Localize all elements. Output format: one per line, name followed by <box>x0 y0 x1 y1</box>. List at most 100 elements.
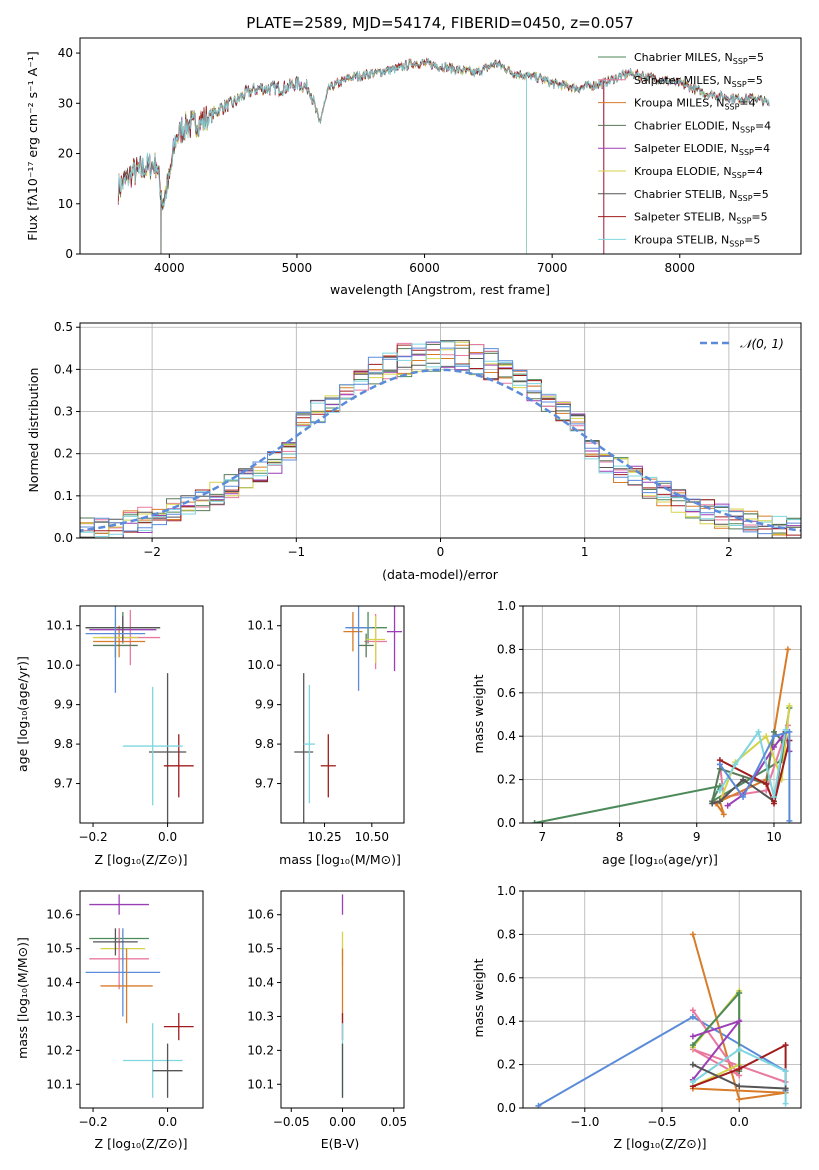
grid-lines <box>523 890 801 1109</box>
y-tick-label: 10.6 <box>46 908 73 922</box>
errorbar-point <box>89 928 149 990</box>
x-tick-label: 0.0 <box>158 1115 177 1129</box>
y-tick-label: 1.0 <box>497 884 516 898</box>
spectrum-series-line <box>117 57 770 254</box>
y-tick-label: 1.0 <box>497 599 516 613</box>
y-tick-label: 10.1 <box>46 619 73 633</box>
wAge-ylabel: mass weight <box>471 674 486 753</box>
errorbar-point <box>85 606 146 693</box>
plot-area <box>535 931 789 1108</box>
legend-label: Kroupa STELIB, NSSP=5 <box>634 233 760 248</box>
plot-area <box>294 606 403 823</box>
weight-series <box>689 1061 789 1092</box>
y-tick-label: 10.1 <box>247 1077 274 1091</box>
plot-area <box>85 894 194 1098</box>
errorbar-point <box>386 606 403 672</box>
weight-marker <box>736 1018 743 1025</box>
y-tick-label: 10.3 <box>247 1009 274 1023</box>
mZ-ylabel: mass [log₁₀(M/M⊙)] <box>15 937 30 1059</box>
x-tick-label: 0.0 <box>730 1115 749 1129</box>
weight-series <box>689 1042 789 1092</box>
spectrum-series-line <box>117 58 770 254</box>
histogram-legend: 𝒩(0, 1) <box>700 337 784 351</box>
x-tick-label: 1 <box>581 545 589 559</box>
axes-frame <box>79 890 204 1109</box>
ageZ-ylabel: age [log₁₀(age/yr)] <box>15 656 30 772</box>
y-tick-label: 0.2 <box>54 447 73 461</box>
y-tick-label: 10.5 <box>46 942 73 956</box>
weight-vs-age-panel: age [log₁₀(age/yr)] mass weight 7 8 9 10 0.0… <box>471 599 802 867</box>
legend-label: Chabrier MILES, NSSP=5 <box>634 51 764 66</box>
weight-marker <box>755 728 762 735</box>
weight-marker <box>732 761 739 768</box>
weight-series-line <box>692 990 741 1072</box>
axes-frame <box>280 605 405 824</box>
axes-frame <box>280 890 405 1109</box>
wZ-xlabel: Z [log₁₀(Z/Z⊙)] <box>614 1136 707 1151</box>
x-tick-label: −0.5 <box>647 1115 676 1129</box>
weight-marker <box>782 1068 789 1075</box>
y-tick-label: 9.9 <box>255 698 274 712</box>
weight-marker <box>720 811 727 818</box>
legend-label: Kroupa MILES, NSSP=4 <box>634 97 756 112</box>
errorbar-point <box>163 1013 194 1041</box>
errorbar-point <box>93 625 146 658</box>
weight-series <box>716 726 789 800</box>
spectrum-title: PLATE=2589, MJD=54174, FIBERID=0450, z=0… <box>246 14 633 32</box>
x-tick-label: 8 <box>616 830 624 844</box>
x-tick-label: −2 <box>143 545 161 559</box>
spectrum-series-line <box>117 58 770 254</box>
mass-vs-metallicity-panel: Z [log₁₀(Z/Z⊙)] mass [log₁₀(M/M⊙)] −0.2 0… <box>15 890 204 1151</box>
histogram-step-line <box>80 340 801 538</box>
y-tick-label: 10.1 <box>46 1077 73 1091</box>
weight-marker <box>782 1100 789 1107</box>
y-tick-label: 0.4 <box>497 1014 516 1028</box>
y-tick-label: 10.4 <box>247 976 274 990</box>
y-tick-label: 0.0 <box>54 531 73 545</box>
weight-marker <box>770 793 777 800</box>
weight-series <box>531 704 793 823</box>
weight-marker <box>724 802 731 809</box>
x-tick-label: 10 <box>766 830 781 844</box>
weight-marker <box>782 1042 789 1049</box>
weight-marker <box>716 761 723 768</box>
weight-marker <box>709 800 716 807</box>
weight-marker <box>786 728 793 735</box>
y-tick-label: 10.2 <box>247 1043 274 1057</box>
x-tick-label: 0.00 <box>329 1115 356 1129</box>
y-tick-label: 30 <box>58 96 73 110</box>
axes-frame <box>522 890 802 1109</box>
x-tick-label: 10.25 <box>307 830 341 844</box>
weight-series-line <box>534 707 791 823</box>
y-tick-label: 0.8 <box>497 927 516 941</box>
errorbar-point <box>358 633 374 658</box>
residual-ylabel: Normed distribution <box>26 368 41 493</box>
weight-marker <box>740 793 747 800</box>
legend-label: Salpeter ELODIE, NSSP=4 <box>634 142 770 157</box>
weight-series-line <box>692 1043 787 1089</box>
y-tick-label: 10.0 <box>46 658 73 672</box>
spectrum-ylabel: Flux [fλ10⁻¹⁷ erg cm⁻² s⁻¹ A⁻¹] <box>25 51 40 240</box>
y-tick-label: 0.2 <box>497 773 516 787</box>
y-tick-label: 9.8 <box>54 737 73 751</box>
plot-area <box>85 606 194 823</box>
weight-marker <box>782 726 789 733</box>
axes-frame <box>522 605 802 824</box>
mZ-xlabel: Z [log₁₀(Z/Z⊙)] <box>95 1136 188 1151</box>
errorbar-point <box>85 928 161 1017</box>
y-tick-label: 10.6 <box>247 908 274 922</box>
errorbar-point <box>366 615 386 664</box>
wAge-xlabel: age [log₁₀(age/yr)] <box>602 852 718 867</box>
legend-label: Kroupa ELODIE, NSSP=4 <box>634 165 763 180</box>
residual-histogram-panel: (data-model)/error Normed distribution −… <box>26 320 802 582</box>
y-tick-label: 0.5 <box>54 320 73 334</box>
legend-label: Chabrier STELIB, NSSP=5 <box>634 188 769 203</box>
y-tick-label: 40 <box>58 46 73 60</box>
weight-marker <box>770 733 777 740</box>
weight-marker <box>736 1065 743 1072</box>
errorbar-point <box>303 684 316 804</box>
weight-marker <box>763 733 770 740</box>
x-tick-label: 7000 <box>537 261 568 275</box>
x-tick-label: 7 <box>538 830 546 844</box>
